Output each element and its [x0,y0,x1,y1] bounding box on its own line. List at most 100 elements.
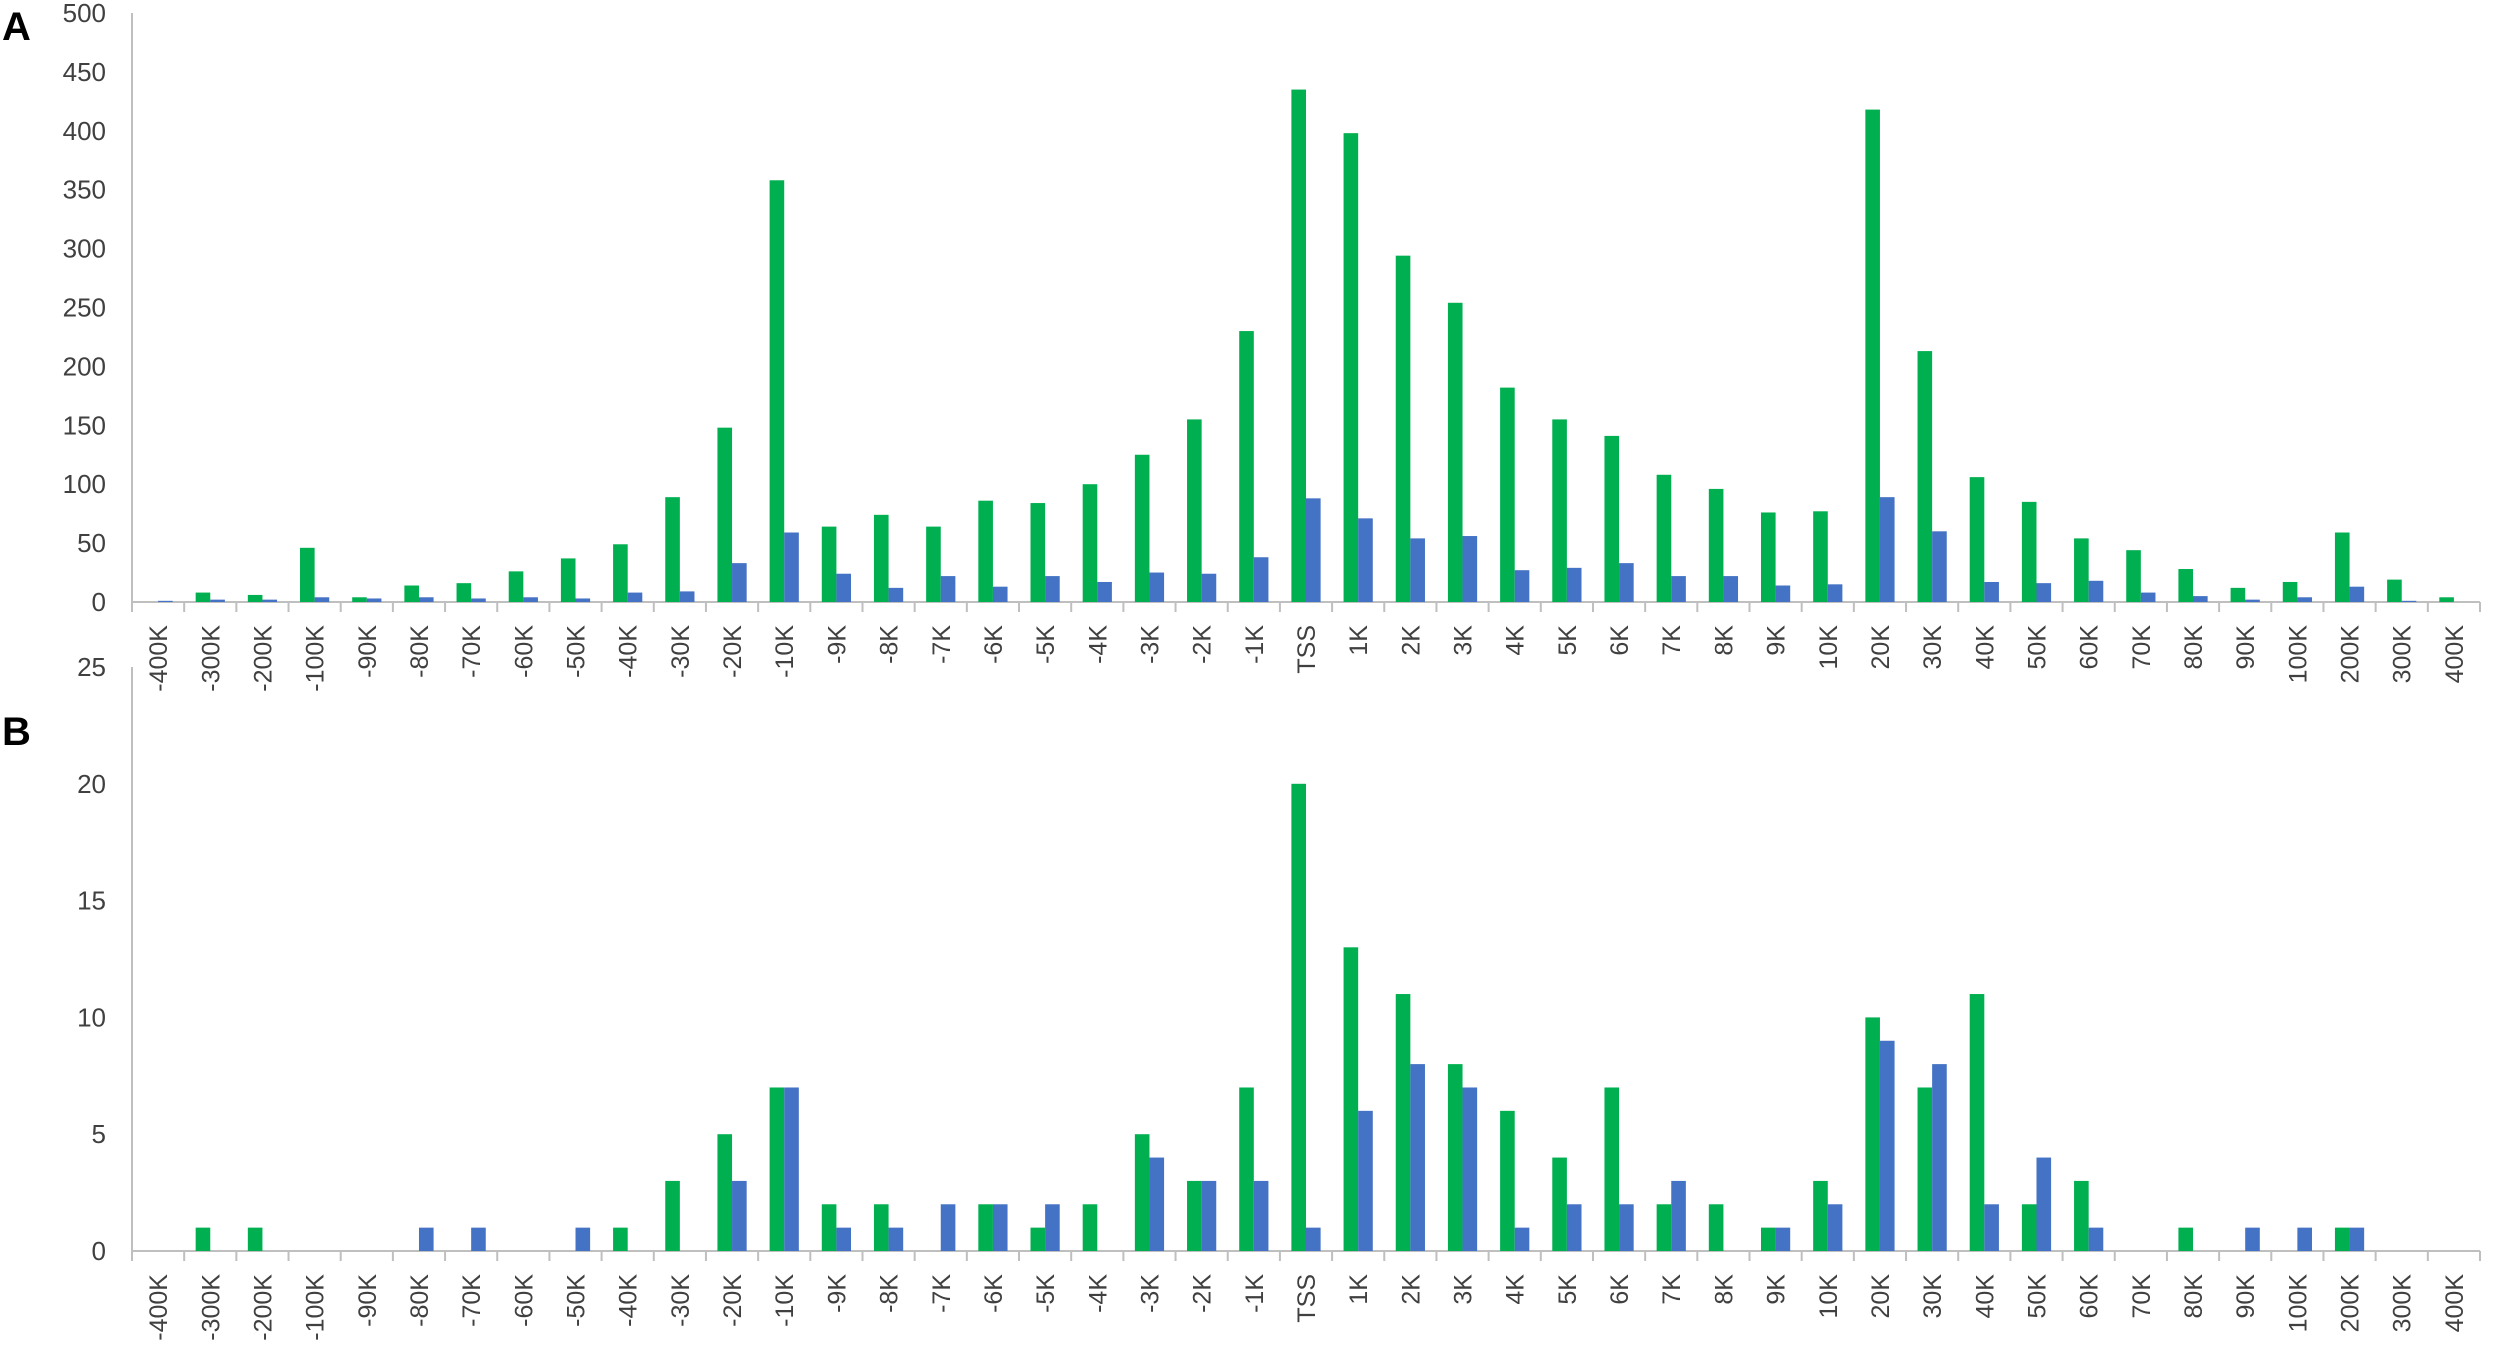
bar-series-2 [2297,597,2312,602]
bar-series-1 [978,1204,993,1251]
bar-series-1 [926,526,941,602]
bar-series-2 [158,600,173,602]
y-tick-label: 300 [63,234,106,264]
x-tick-label: 30K [1919,625,1947,670]
bar-series-2 [732,1180,747,1251]
x-tick-label: -4K [1084,625,1112,664]
bar-series-2 [784,532,799,602]
x-tick-label: -3K [1136,1274,1164,1313]
bar-series-2 [575,598,591,602]
bar-series-1 [1134,1134,1150,1251]
bar-series-1 [2021,1204,2037,1251]
bar-series-2 [1201,1180,1217,1251]
x-tick-label: -1K [1241,625,1269,664]
bar-series-2 [471,1227,486,1251]
x-tick-label: 20K [1867,1274,1895,1319]
x-tick-label: 50K [2023,1274,2051,1319]
bar-series-1 [1656,474,1672,602]
bar-series-1 [1030,1227,1046,1251]
bar-series-1 [978,500,993,602]
bar-series-1 [2178,1227,2194,1251]
x-tick-label: -30K [667,1274,695,1327]
bar-series-2 [940,1204,956,1251]
bar-series-1 [1656,1204,1672,1251]
bar-series-1 [2178,569,2194,602]
x-tick-label: 200K [2337,625,2365,684]
x-tick-label: 10K [1815,625,1843,670]
bar-series-2 [1149,572,1165,602]
x-tick-label: -90K [354,625,382,678]
bar-series-2 [1045,1204,1060,1251]
x-tick-label: -300K [197,1274,225,1341]
bar-series-2 [1358,518,1373,602]
bar-series-2 [575,1227,591,1251]
y-tick-label: 200 [63,351,106,381]
x-tick-label: -60K [510,1274,538,1327]
bar-series-1 [2282,581,2298,602]
x-tick-label: -5K [1032,625,1060,664]
x-tick-label: 100K [2284,625,2312,684]
bar-series-2 [1306,498,1321,602]
bar-series-1 [352,597,367,602]
x-tick-label: 4K [1502,625,1530,656]
x-tick-label: -30K [667,625,695,678]
bar-series-1 [1187,419,1202,602]
bar-series-1 [1813,511,1828,602]
y-tick-label: 500 [63,0,106,28]
bar-series-2 [1775,585,1791,602]
bar-series-2 [1932,531,1947,602]
y-tick-label: 150 [63,410,106,440]
x-tick-label: 9K [1763,625,1791,656]
bar-series-1 [613,1227,628,1251]
bar-series-2 [1879,1040,1895,1251]
bar-series-2 [1045,576,1060,602]
y-tick-label: 15 [77,886,106,916]
x-tick-label: 200K [2337,1274,2365,1333]
bar-series-1 [769,1087,785,1251]
bar-series-1 [247,594,263,602]
x-tick-label: 8K [1710,625,1738,656]
bar-series-2 [1253,557,1269,602]
bar-series-1 [1552,419,1567,602]
bar-series-2 [2088,1227,2104,1251]
bar-series-1 [1708,1204,1724,1251]
x-tick-label: -40K [615,625,643,678]
bar-series-2 [1619,563,1634,602]
x-tick-label: -200K [249,625,277,692]
chart-b: 0 5 10 15 20 25 -400K -300K -200K -100K -90K -80K -7… [77,652,2481,1341]
x-tick-label: 80K [2180,625,2208,670]
x-tick-label: -300K [197,625,225,692]
chart-a: 0 50 100 150 200 250 300 350 400 450 500 -400K -300K… [63,0,2481,692]
bar-series-1 [2021,501,2037,602]
x-tick-label: -40K [615,1274,643,1327]
bar-series-2 [1253,1180,1269,1251]
y-tick-label: 50 [77,528,106,558]
bar-series-2 [1879,497,1895,602]
x-tick-label: 4K [1502,1274,1530,1305]
x-tick-label: -10K [771,625,799,678]
x-tick-label: -50K [563,1274,591,1327]
bar-series-2 [1149,1157,1165,1251]
x-tick-label: -2K [1189,625,1217,664]
bar-series-1 [1082,484,1098,602]
x-tick-label: 6K [1606,1274,1634,1305]
x-tick-label: TSS [1293,1274,1321,1323]
bar-series-2 [1932,1064,1947,1251]
x-tick-label: -7K [928,625,956,664]
bar-series-2 [992,586,1008,602]
x-tick-label: -2K [1189,1274,1217,1313]
x-tick-label: -5K [1032,1274,1060,1313]
bar-series-2 [2401,600,2417,602]
bar-series-1 [2230,587,2246,602]
bar-series-2 [1514,570,1530,602]
bar-series-2 [418,1227,434,1251]
y-tick-label: 100 [63,469,106,499]
x-tick-label: -80K [406,1274,434,1327]
x-tick-label: 9K [1763,1274,1791,1305]
bar-series-1 [1760,1227,1776,1251]
x-tick-label: 5K [1554,625,1582,656]
bar-series-1 [1604,1087,1620,1251]
bar-series-2 [418,597,434,602]
bar-series-2 [2036,1157,2052,1251]
bar-series-1 [1447,1064,1463,1251]
